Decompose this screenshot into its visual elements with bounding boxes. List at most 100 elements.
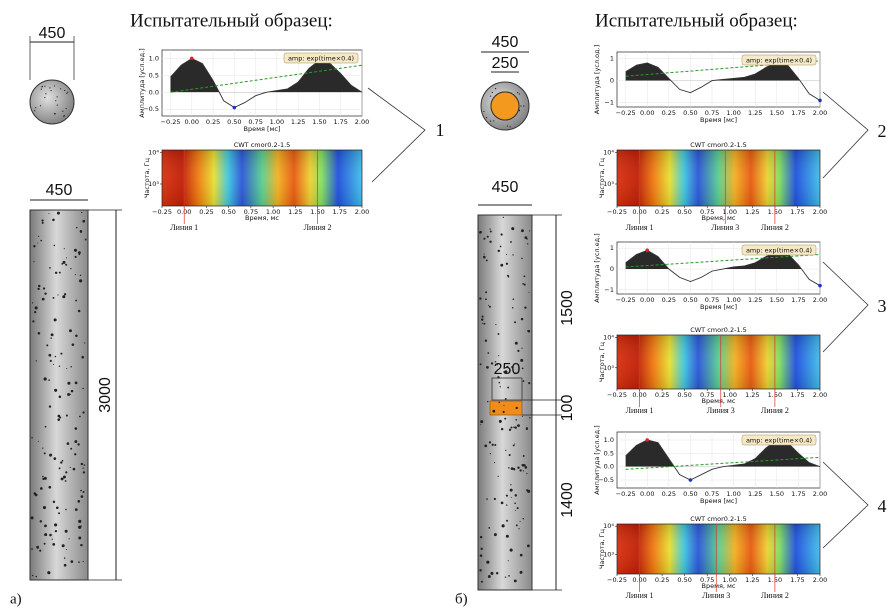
speckle: [81, 463, 83, 465]
speckle: [481, 548, 483, 550]
speckle: [80, 490, 82, 492]
x-axis-label: Время [мс]: [700, 303, 737, 311]
y-tick-label: 10⁴: [603, 148, 614, 156]
speckle: [35, 576, 36, 577]
speckle: [42, 447, 43, 448]
x-tick-label: 2.00: [813, 109, 827, 117]
cwt-title: CWT cmor0.2-1.5: [690, 515, 747, 523]
speckle: [480, 424, 481, 425]
x-axis-label: Время [мс]: [700, 497, 737, 505]
speckle: [488, 527, 490, 529]
speckle: [515, 510, 516, 511]
x-tick-label: 0.25: [199, 208, 213, 216]
speckle: [514, 426, 516, 428]
speckle: [65, 471, 67, 473]
speckle: [70, 268, 71, 269]
speckle: [81, 212, 82, 213]
speckle: [50, 337, 51, 338]
speckle: [75, 382, 78, 385]
x-tick-label: 1.75: [791, 490, 805, 498]
speckle: [500, 386, 501, 387]
x-tick-label: 2.00: [813, 208, 827, 216]
speckle: [76, 227, 78, 229]
y-axis-label: Амплитуда [усл.ед.]: [593, 425, 601, 494]
plot-number: 3: [878, 296, 887, 316]
y-tick-label: 10⁴: [148, 148, 159, 156]
speckle: [490, 453, 491, 454]
x-tick-label: 0.25: [206, 118, 220, 126]
x-tick-label: 1.75: [333, 118, 347, 126]
marker-label: Линия 2: [304, 223, 332, 232]
speckle: [490, 231, 492, 233]
cwt-shade: [617, 150, 820, 206]
speckle: [517, 424, 520, 427]
plot-number: 4: [878, 496, 887, 516]
speckle: [59, 272, 61, 274]
x-tick-label: 1.25: [745, 208, 759, 216]
speckle: [70, 560, 73, 563]
trough-marker: [689, 478, 693, 482]
speckle: [54, 245, 56, 247]
speckle: [77, 500, 80, 503]
x-axis-label: Время, мс: [701, 214, 735, 222]
speckle: [66, 415, 68, 417]
speckle: [62, 544, 65, 547]
speckle: [488, 305, 489, 306]
speckle: [488, 575, 491, 578]
speckle: [57, 105, 58, 106]
speckle: [510, 241, 512, 243]
speckle: [485, 298, 487, 300]
x-tick-label: 0.00: [640, 490, 654, 498]
speckle: [517, 92, 518, 93]
speckle: [57, 212, 60, 215]
y-tick-label: 0.0: [149, 88, 159, 96]
speckle: [525, 466, 528, 469]
speckle: [517, 507, 519, 509]
dim-label: 3000: [97, 377, 114, 413]
y-tick-label: 0: [610, 77, 614, 85]
x-tick-label: 0.50: [677, 576, 691, 584]
speckle: [62, 111, 63, 112]
speckle: [519, 110, 520, 111]
speckle: [67, 442, 70, 445]
speckle: [52, 539, 53, 540]
speckle: [489, 228, 490, 229]
peak-marker: [645, 249, 649, 253]
x-tick-label: −0.25: [607, 576, 627, 584]
speckle: [34, 492, 36, 494]
speckle: [44, 524, 47, 527]
speckle: [515, 494, 517, 496]
speckle: [509, 454, 511, 456]
x-tick-label: 0.25: [655, 208, 669, 216]
speckle: [44, 533, 47, 536]
speckle: [482, 323, 483, 324]
x-tick-label: 2.00: [355, 118, 369, 126]
speckle: [69, 329, 72, 332]
speckle: [486, 117, 487, 118]
speckle: [43, 287, 45, 289]
speckle: [484, 253, 485, 254]
marker-label: Линия 2: [761, 406, 789, 415]
y-tick-label: 0.0: [604, 463, 614, 471]
speckle: [506, 366, 508, 368]
speckle: [38, 285, 40, 287]
speckle: [64, 90, 65, 91]
speckle: [506, 495, 508, 497]
speckle: [526, 489, 528, 491]
y-axis-label: Частота, Гц: [143, 157, 151, 198]
speckle: [36, 546, 39, 549]
speckle: [485, 291, 487, 293]
speckle: [64, 564, 67, 567]
marker-label: Линия 2: [761, 223, 789, 232]
speckle: [65, 480, 67, 482]
speckle: [37, 243, 38, 244]
speckle: [511, 497, 512, 498]
speckle: [507, 387, 509, 389]
speckle: [44, 292, 46, 294]
speckle: [504, 370, 507, 373]
panel-label: б): [455, 591, 468, 607]
y-tick-label: 1.0: [149, 54, 159, 62]
speckle: [31, 516, 34, 519]
speckle: [48, 213, 49, 214]
x-tick-label: −0.25: [607, 208, 627, 216]
